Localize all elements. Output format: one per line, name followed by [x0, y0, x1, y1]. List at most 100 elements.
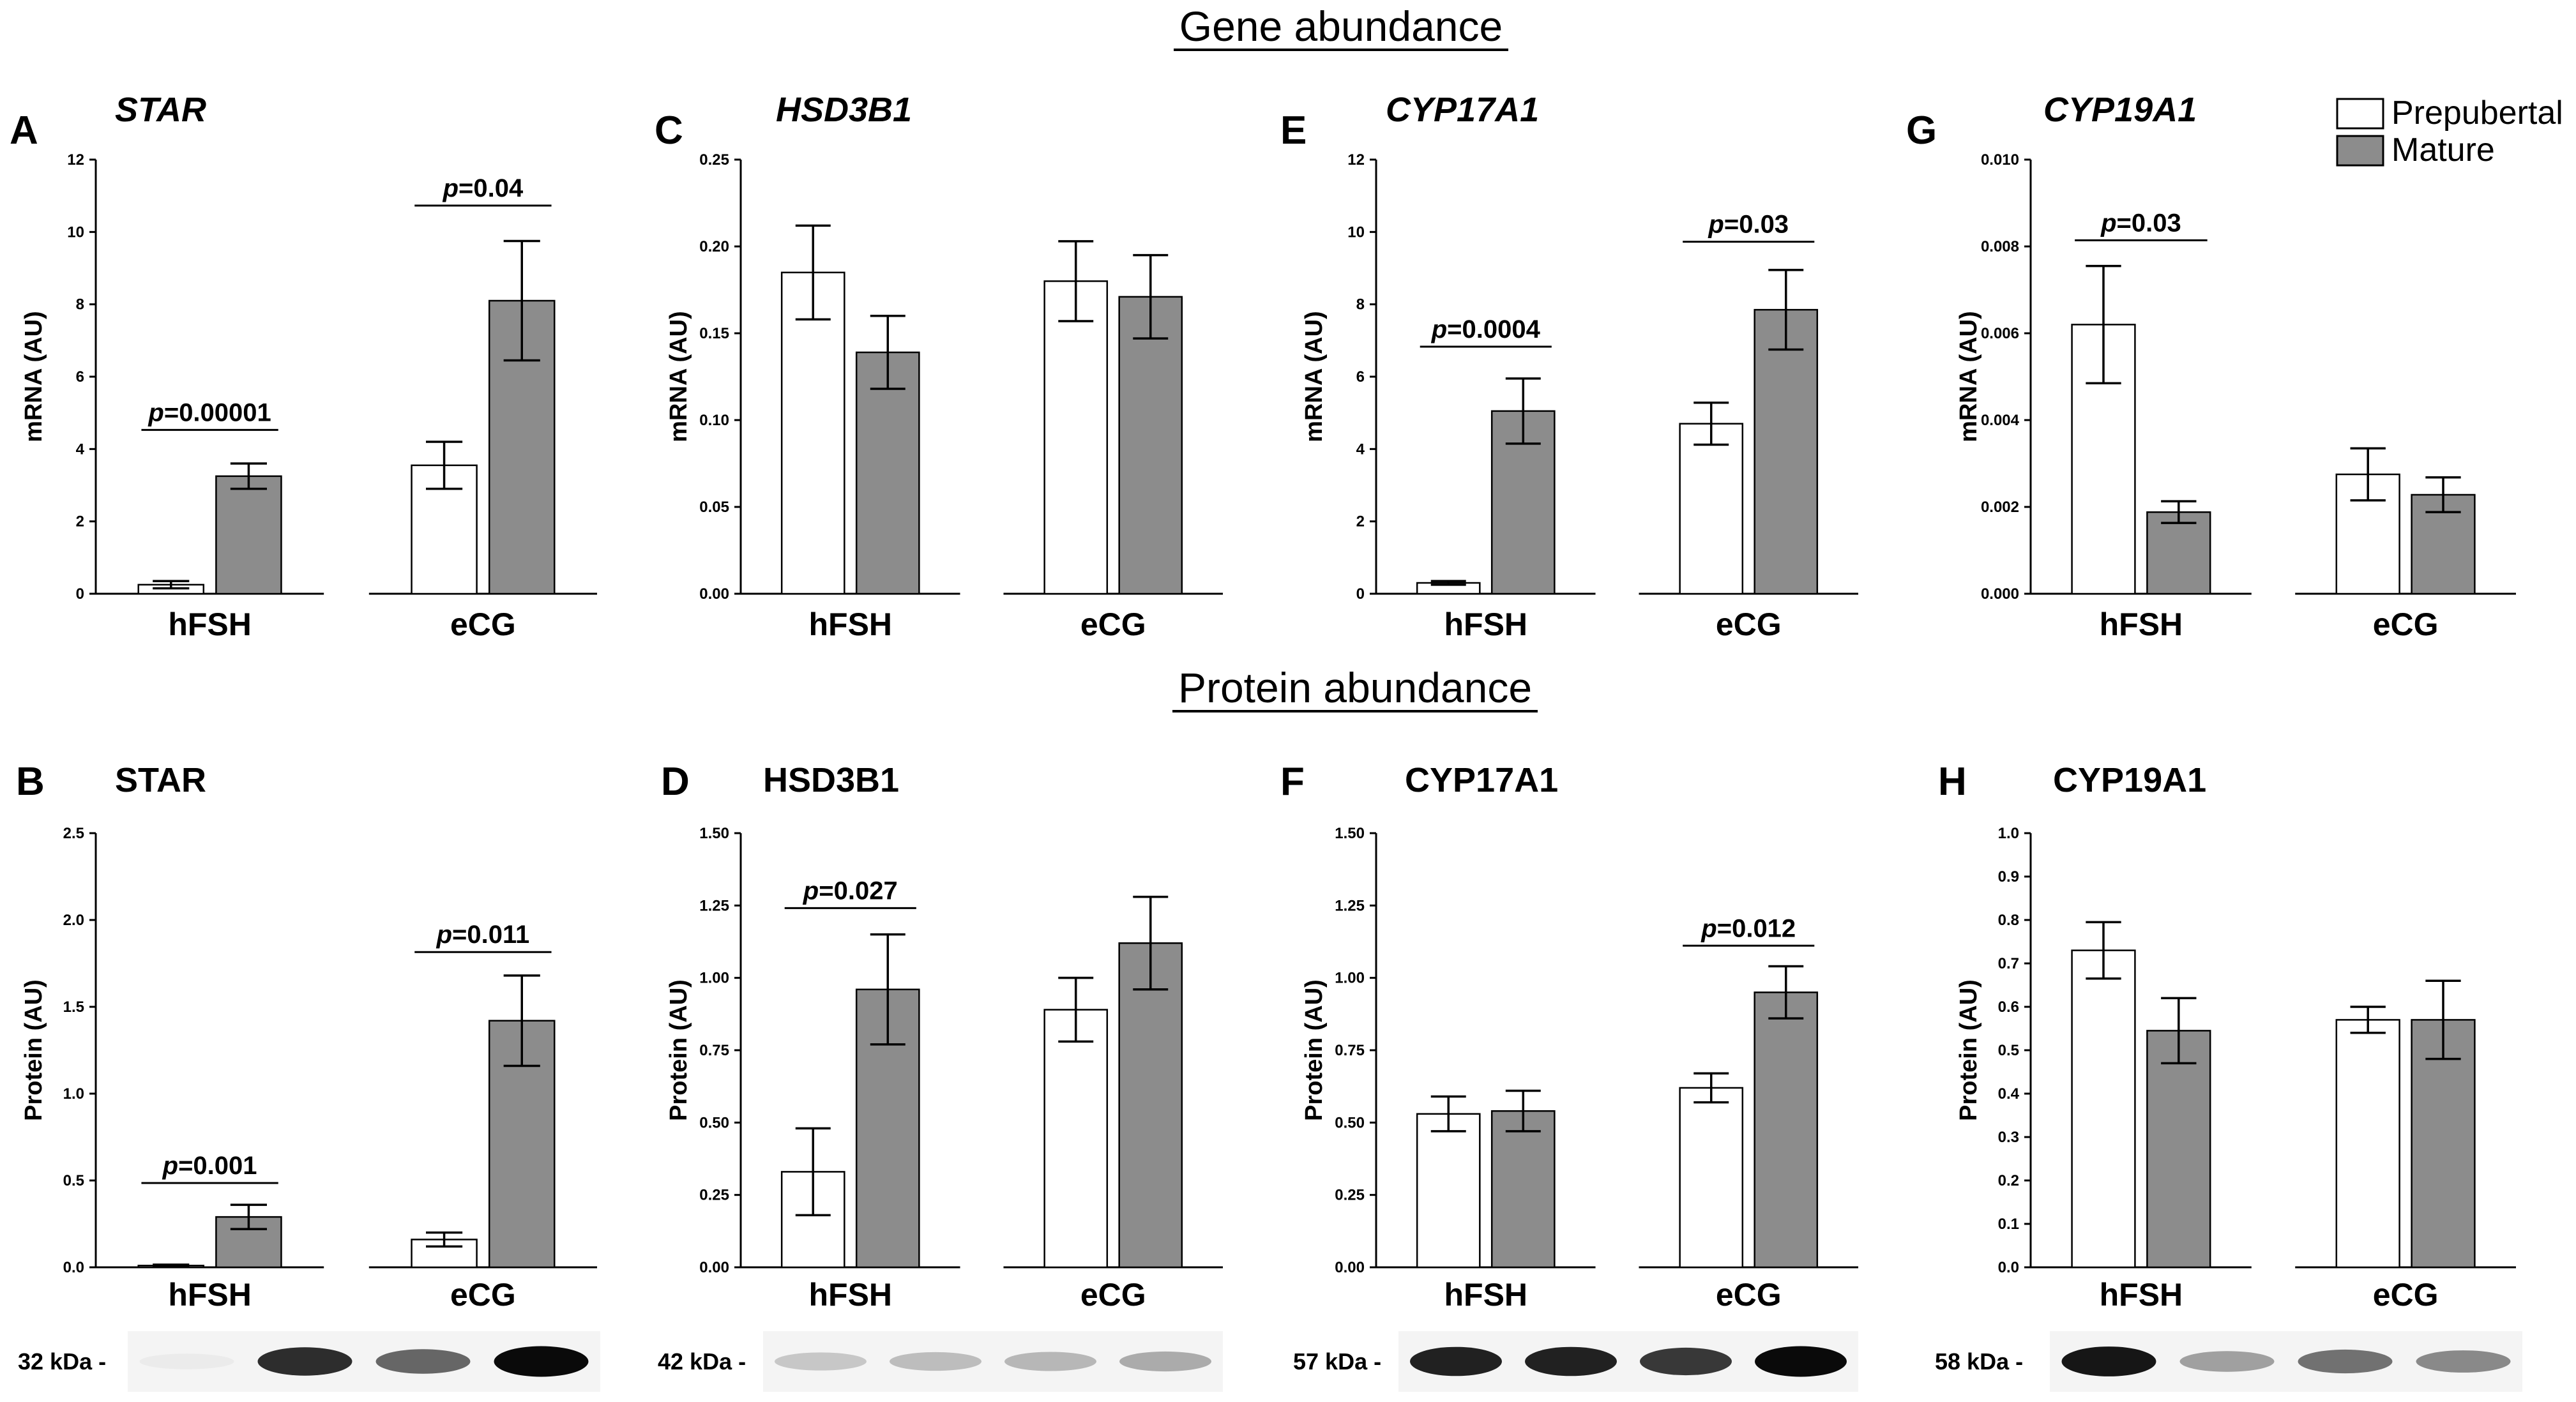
p-value-text: =0.001	[178, 1152, 257, 1180]
y-tick-label: 1.00	[699, 970, 729, 987]
blot-band	[2179, 1351, 2275, 1372]
panel-title: STAR	[115, 91, 206, 129]
y-axis-label: Protein (AU)	[20, 979, 47, 1121]
panel-b: B STAR 0.0 0.5 1.0 1.5 2.0 2.5 Protein (AU) hFSH e…	[16, 760, 597, 1313]
section-title-protein: Protein abundance	[1178, 664, 1532, 711]
x-category-label: hFSH	[808, 1277, 892, 1313]
panel-d: D HSD3B1 0.00 0.25 0.50 0.75 1.00 1.25 1.50 Prote…	[661, 760, 1223, 1313]
p-symbol: p	[1431, 315, 1447, 343]
blot-band	[775, 1352, 867, 1371]
blot-h: 58 kDa -	[1935, 1331, 2522, 1392]
x-category-label: eCG	[450, 607, 516, 642]
y-tick-label: 0.50	[699, 1114, 729, 1131]
x-category-label: eCG	[1080, 607, 1146, 642]
y-tick-label: 0.3	[1998, 1129, 2019, 1146]
y-tick-label: 2.0	[63, 912, 84, 929]
x-category-label: hFSH	[808, 607, 892, 642]
y-tick-label: 1.0	[1998, 825, 2019, 842]
y-tick-label: 1.25	[699, 897, 729, 914]
bar-mature-hfsh	[855, 351, 920, 595]
x-category-label: eCG	[2373, 607, 2439, 642]
y-tick-label: 0.1	[1998, 1216, 2019, 1233]
bar-mature-ecg	[1754, 991, 1819, 1269]
p-symbol: p	[803, 877, 819, 905]
x-category-label: hFSH	[168, 607, 252, 642]
y-axis-label: Protein (AU)	[1955, 979, 1982, 1121]
panel-h: H CYP19A1 0.0 0.1 0.2 0.3 0.4 0.5 0.6 0.7 0.8 0.9 1.…	[1938, 760, 2516, 1313]
y-tick-label: 0.25	[699, 1187, 729, 1204]
blot-band	[494, 1346, 589, 1377]
p-value-text: =0.03	[2117, 209, 2181, 237]
y-tick-label: 6	[76, 368, 84, 386]
y-tick-label: 0.00	[1335, 1259, 1365, 1276]
y-tick-label: 2.5	[63, 825, 84, 842]
blot-band	[1410, 1346, 1502, 1376]
y-tick-label: 6	[1356, 368, 1365, 386]
y-tick-label: 0.10	[699, 412, 729, 429]
y-tick-label: 0.0	[1998, 1259, 2019, 1276]
y-tick-label: 0.2	[1998, 1172, 2019, 1189]
y-tick-label: 1.25	[1335, 897, 1365, 914]
bar-prepubertal-ecg	[1043, 1009, 1109, 1269]
x-category-label: hFSH	[168, 1277, 252, 1313]
bar-mature-hfsh	[2146, 511, 2211, 595]
bar-prepubertal-ecg	[1679, 1087, 1744, 1269]
blot-band	[2061, 1346, 2156, 1376]
blot-size-label: 32 kDa -	[18, 1348, 106, 1375]
bar-prepubertal-hfsh	[780, 271, 845, 595]
legend-swatch-prepubertal	[2336, 98, 2384, 130]
y-tick-label: 1.50	[1335, 825, 1365, 842]
panel-title: CYP19A1	[2053, 761, 2206, 799]
x-category-label: eCG	[1080, 1277, 1146, 1313]
x-category-label: eCG	[1716, 607, 1782, 642]
panel-letter: F	[1280, 760, 1305, 804]
x-category-label: hFSH	[2100, 1277, 2183, 1313]
blot-band	[1004, 1352, 1096, 1371]
y-tick-label: 0.05	[699, 499, 729, 516]
y-tick-label: 0	[1356, 585, 1365, 603]
p-value-annotation: p=0.012	[1701, 914, 1796, 942]
blot-band	[2416, 1350, 2511, 1373]
panel-title: HSD3B1	[763, 761, 899, 799]
bar-mature-ecg	[1118, 296, 1183, 595]
blot-band	[257, 1347, 352, 1376]
panel-title: CYP19A1	[2043, 91, 2197, 129]
y-tick-label: 8	[76, 296, 84, 313]
y-tick-label: 0.00	[699, 585, 729, 603]
y-tick-label: 0.004	[1981, 412, 2020, 429]
y-tick-label: 0.25	[1335, 1187, 1365, 1204]
blot-b: 32 kDa -	[18, 1331, 600, 1392]
section-title-gene: Gene abundance	[1179, 3, 1503, 50]
x-category-label: eCG	[1716, 1277, 1782, 1313]
p-symbol: p	[1701, 914, 1716, 942]
blot-band	[1119, 1351, 1211, 1372]
p-symbol: p	[162, 1152, 178, 1180]
bar-mature-ecg	[1754, 308, 1819, 595]
y-tick-label: 0.002	[1981, 499, 2019, 516]
blot-band	[1525, 1346, 1617, 1376]
p-value-text: =0.03	[1724, 211, 1789, 239]
y-axis-label: mRNA (AU)	[1301, 311, 1328, 442]
blot-size-label: 42 kDa -	[658, 1348, 746, 1375]
y-tick-label: 12	[67, 151, 84, 169]
p-value-annotation: p=0.04	[443, 174, 524, 202]
panel-g: G CYP19A1 0.000 0.002 0.004 0.006 0.008 0.010 mR…	[1906, 91, 2516, 642]
panel-letter: A	[10, 109, 38, 153]
x-category-label: eCG	[450, 1277, 516, 1313]
bar-prepubertal-ecg	[1043, 280, 1109, 595]
p-value-text: =0.0004	[1447, 315, 1540, 343]
p-symbol: p	[443, 174, 458, 202]
p-value-text: =0.011	[452, 921, 529, 949]
panel-letter: E	[1280, 109, 1307, 153]
bar-mature-hfsh	[1490, 1110, 1556, 1269]
bar-mature-ecg	[1118, 942, 1183, 1269]
y-tick-label: 0.9	[1998, 868, 2019, 886]
blot-size-label: 58 kDa -	[1935, 1348, 2023, 1375]
legend-swatch-mature	[2336, 135, 2384, 167]
y-tick-label: 0.50	[1335, 1114, 1365, 1131]
panel-letter: H	[1938, 760, 1967, 804]
panel-title: HSD3B1	[776, 91, 912, 129]
panel-letter: D	[661, 760, 690, 804]
